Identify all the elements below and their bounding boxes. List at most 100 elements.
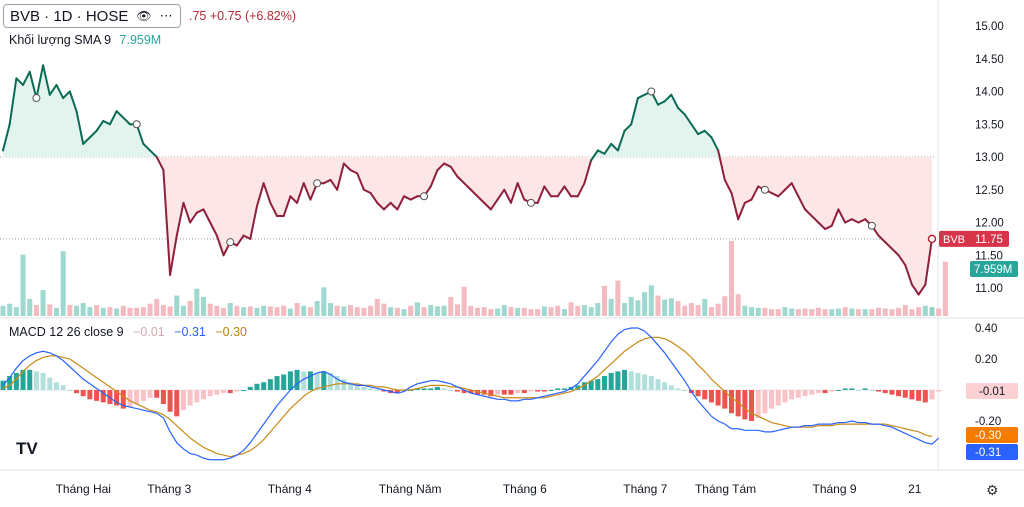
gear-icon[interactable]: ⚙ xyxy=(986,482,999,498)
macd-histogram-bar xyxy=(682,390,688,391)
macd-hist-tag-value: -0.01 xyxy=(979,386,1005,398)
macd-histogram-bar xyxy=(815,390,821,394)
last-price-tag xyxy=(939,230,1009,247)
macd-tick-label: 0.40 xyxy=(975,323,997,335)
volume-bar xyxy=(341,306,347,316)
more-icon[interactable]: ⋯ xyxy=(159,8,174,23)
macd-histogram-bar xyxy=(428,388,434,390)
volume-bar xyxy=(508,307,514,316)
macd-histogram-bar xyxy=(334,376,340,390)
price-line-segment xyxy=(255,182,265,208)
price-line-segment xyxy=(583,159,593,185)
volume-bar xyxy=(688,303,694,316)
price-line-segment xyxy=(142,142,152,152)
macd-histogram-bar xyxy=(795,390,801,398)
symbol-label[interactable]: BVB · 1D · HOSE xyxy=(10,7,129,25)
price-line-segment xyxy=(15,77,25,86)
eye-icon[interactable]: 👁 xyxy=(136,9,152,23)
macd-histogram-bar xyxy=(521,390,527,394)
macd-histogram-bar xyxy=(936,390,942,392)
price-line-segment xyxy=(262,182,272,204)
volume-bar xyxy=(521,307,527,316)
volume-bar xyxy=(722,296,728,316)
volume-bar xyxy=(628,296,634,316)
tradingview-logo[interactable]: TV xyxy=(16,439,38,458)
macd-histogram-bar xyxy=(675,388,681,390)
volume-bar xyxy=(775,309,781,316)
volume-bar xyxy=(13,307,19,316)
macd-histogram-bar xyxy=(434,386,440,390)
volume-bar xyxy=(448,296,454,316)
price-line-segment xyxy=(202,208,212,224)
volume-bar xyxy=(381,303,387,316)
symbol-legend[interactable]: BVB · 1D · HOSE 👁 ⋯ xyxy=(3,4,181,28)
volume-bar xyxy=(214,305,220,316)
volume-bar xyxy=(414,302,420,316)
price-pane[interactable] xyxy=(2,64,937,296)
macd-histogram-bar xyxy=(588,380,594,390)
volume-bar xyxy=(882,308,888,316)
volume-bar xyxy=(695,305,701,316)
volume-bar xyxy=(588,307,594,316)
volume-bar xyxy=(548,307,554,316)
macd-histogram-bar xyxy=(708,390,714,403)
volume-bar xyxy=(40,290,46,316)
volume-bar xyxy=(368,305,374,316)
volume-bar xyxy=(114,308,120,316)
volume-bar xyxy=(648,285,654,316)
price-line-segment xyxy=(469,188,479,198)
macd-legend-hist: −0.01 xyxy=(133,325,165,339)
volume-bar xyxy=(835,308,841,316)
macd-histogram-bar xyxy=(187,390,193,406)
event-marker xyxy=(420,192,429,201)
event-marker xyxy=(32,94,41,103)
price-line-segment xyxy=(449,165,459,178)
price-line-segment xyxy=(590,149,599,162)
price-change: .75 +0.75 (+6.82%) xyxy=(189,9,297,23)
price-line-segment xyxy=(289,195,299,204)
macd-histogram-bar xyxy=(180,390,186,411)
volume-bar xyxy=(361,307,367,316)
macd-tick-label: -0.20 xyxy=(975,416,1001,428)
volume-bar xyxy=(154,298,160,316)
volume-bar xyxy=(53,307,59,316)
time-axis[interactable]: Tháng Hai Tháng 3 Tháng 4 Tháng Năm Tháng 6 T… xyxy=(56,482,922,496)
price-line-segment xyxy=(376,201,385,211)
volume-bar xyxy=(601,286,608,316)
volume-bar xyxy=(327,303,334,316)
macd-legend[interactable]: MACD 12 26 close 9 −0.01 −0.31 −0.30 xyxy=(9,325,247,339)
volume-bar xyxy=(702,298,708,316)
macd-histogram-bar xyxy=(174,390,180,417)
macd-histogram-bar xyxy=(47,377,53,390)
price-line-segment xyxy=(169,234,178,276)
macd-histogram-bar xyxy=(862,388,868,390)
macd-histogram-bar xyxy=(635,372,641,390)
price-line-segment xyxy=(362,188,372,195)
price-axis[interactable]: 15.00 14.50 14.00 13.50 13.00 12.50 12.00 11.50… xyxy=(939,21,1018,460)
volume-bar xyxy=(742,305,748,316)
price-line-segment xyxy=(235,234,245,247)
price-line-segment xyxy=(182,201,192,224)
price-line-segment xyxy=(723,178,733,195)
macd-histogram-bar xyxy=(361,386,367,390)
volume-bar xyxy=(849,308,855,316)
macd-histogram-bar xyxy=(67,390,73,391)
macd-pane[interactable] xyxy=(0,327,942,461)
volume-bar xyxy=(876,307,882,316)
volume-bar xyxy=(855,309,861,316)
macd-histogram-bar xyxy=(722,390,728,409)
price-line-segment xyxy=(630,97,639,126)
macd-histogram-bar xyxy=(655,379,661,390)
volume-bar xyxy=(294,303,300,316)
macd-histogram-bar xyxy=(622,369,628,390)
price-tick-label: 11.50 xyxy=(975,250,1003,262)
price-line-segment xyxy=(596,149,606,155)
price-line-segment xyxy=(770,192,780,198)
macd-histogram-bar xyxy=(214,390,220,395)
volume-legend[interactable]: Khối lượng SMA 9 7.959M xyxy=(9,33,161,47)
macd-histogram-bar xyxy=(769,390,775,409)
volume-bar xyxy=(936,308,942,316)
macd-histogram-bar xyxy=(695,390,701,397)
macd-histogram-bar xyxy=(448,390,454,391)
